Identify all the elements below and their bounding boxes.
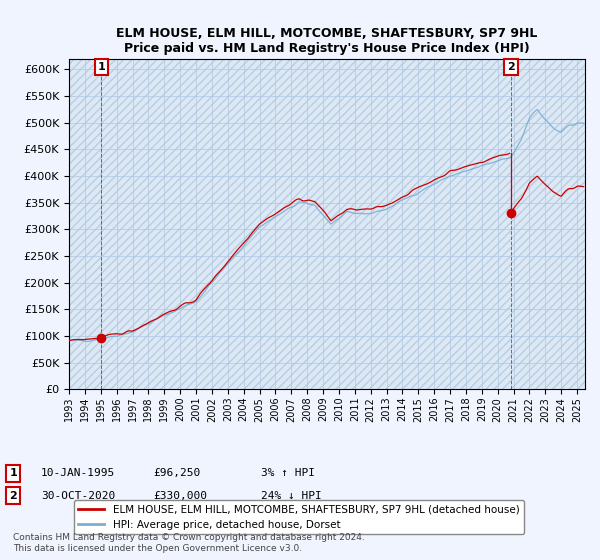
Text: £96,250: £96,250 — [153, 468, 200, 478]
Text: Contains HM Land Registry data © Crown copyright and database right 2024.
This d: Contains HM Land Registry data © Crown c… — [13, 533, 365, 553]
Text: £330,000: £330,000 — [153, 491, 207, 501]
Text: 10-JAN-1995: 10-JAN-1995 — [41, 468, 115, 478]
Legend: ELM HOUSE, ELM HILL, MOTCOMBE, SHAFTESBURY, SP7 9HL (detached house), HPI: Avera: ELM HOUSE, ELM HILL, MOTCOMBE, SHAFTESBU… — [74, 500, 524, 534]
Text: 24% ↓ HPI: 24% ↓ HPI — [261, 491, 322, 501]
Text: 3% ↑ HPI: 3% ↑ HPI — [261, 468, 315, 478]
Text: 2: 2 — [10, 491, 17, 501]
Text: 1: 1 — [10, 468, 17, 478]
Title: ELM HOUSE, ELM HILL, MOTCOMBE, SHAFTESBURY, SP7 9HL
Price paid vs. HM Land Regis: ELM HOUSE, ELM HILL, MOTCOMBE, SHAFTESBU… — [116, 27, 538, 55]
Text: 2: 2 — [507, 62, 515, 72]
Text: 1: 1 — [98, 62, 105, 72]
Text: 30-OCT-2020: 30-OCT-2020 — [41, 491, 115, 501]
